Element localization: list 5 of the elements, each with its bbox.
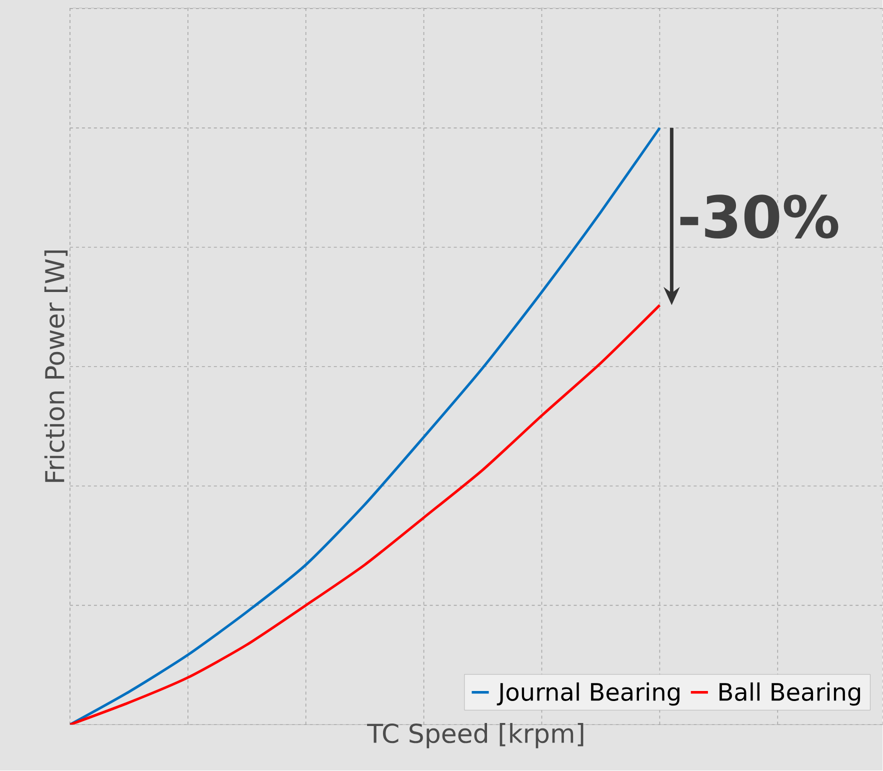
legend-label: Ball Bearing [720,682,860,706]
annotation: -30% [680,194,838,239]
y-axis-title: Friction Power [W] [44,250,68,482]
x-axis-title: TC Speed [krpm] [367,723,584,748]
legend-label: Journal Bearing [496,682,680,706]
